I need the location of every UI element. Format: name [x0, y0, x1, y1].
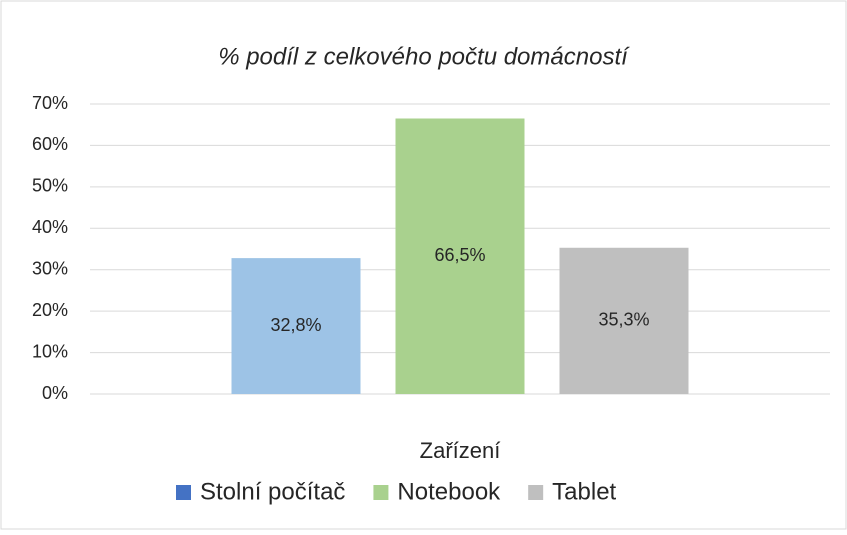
y-tick-label: 40%	[32, 217, 68, 237]
bar	[559, 247, 689, 394]
y-tick-label: 30%	[32, 258, 68, 278]
data-label: 32,8%	[270, 315, 321, 335]
y-tick-label: 10%	[32, 341, 68, 361]
data-label: 66,5%	[434, 245, 485, 265]
y-tick-label: 70%	[32, 93, 68, 113]
y-tick-label: 20%	[32, 300, 68, 320]
y-tick-label: 60%	[32, 134, 68, 154]
legend-swatch	[528, 485, 544, 500]
chart-title: % podíl z celkového počtu domácností	[218, 43, 630, 70]
legend-label: Tablet	[552, 478, 616, 505]
legend-label: Notebook	[397, 478, 501, 505]
x-axis-title: Zařízení	[420, 438, 501, 463]
y-tick-label: 0%	[42, 383, 68, 403]
bar	[395, 118, 525, 394]
legend-label: Stolní počítač	[200, 478, 345, 505]
bar	[231, 258, 361, 394]
y-tick-label: 50%	[32, 176, 68, 196]
legend-swatch	[373, 485, 389, 500]
legend-swatch	[176, 485, 191, 500]
data-label: 35,3%	[598, 310, 649, 330]
